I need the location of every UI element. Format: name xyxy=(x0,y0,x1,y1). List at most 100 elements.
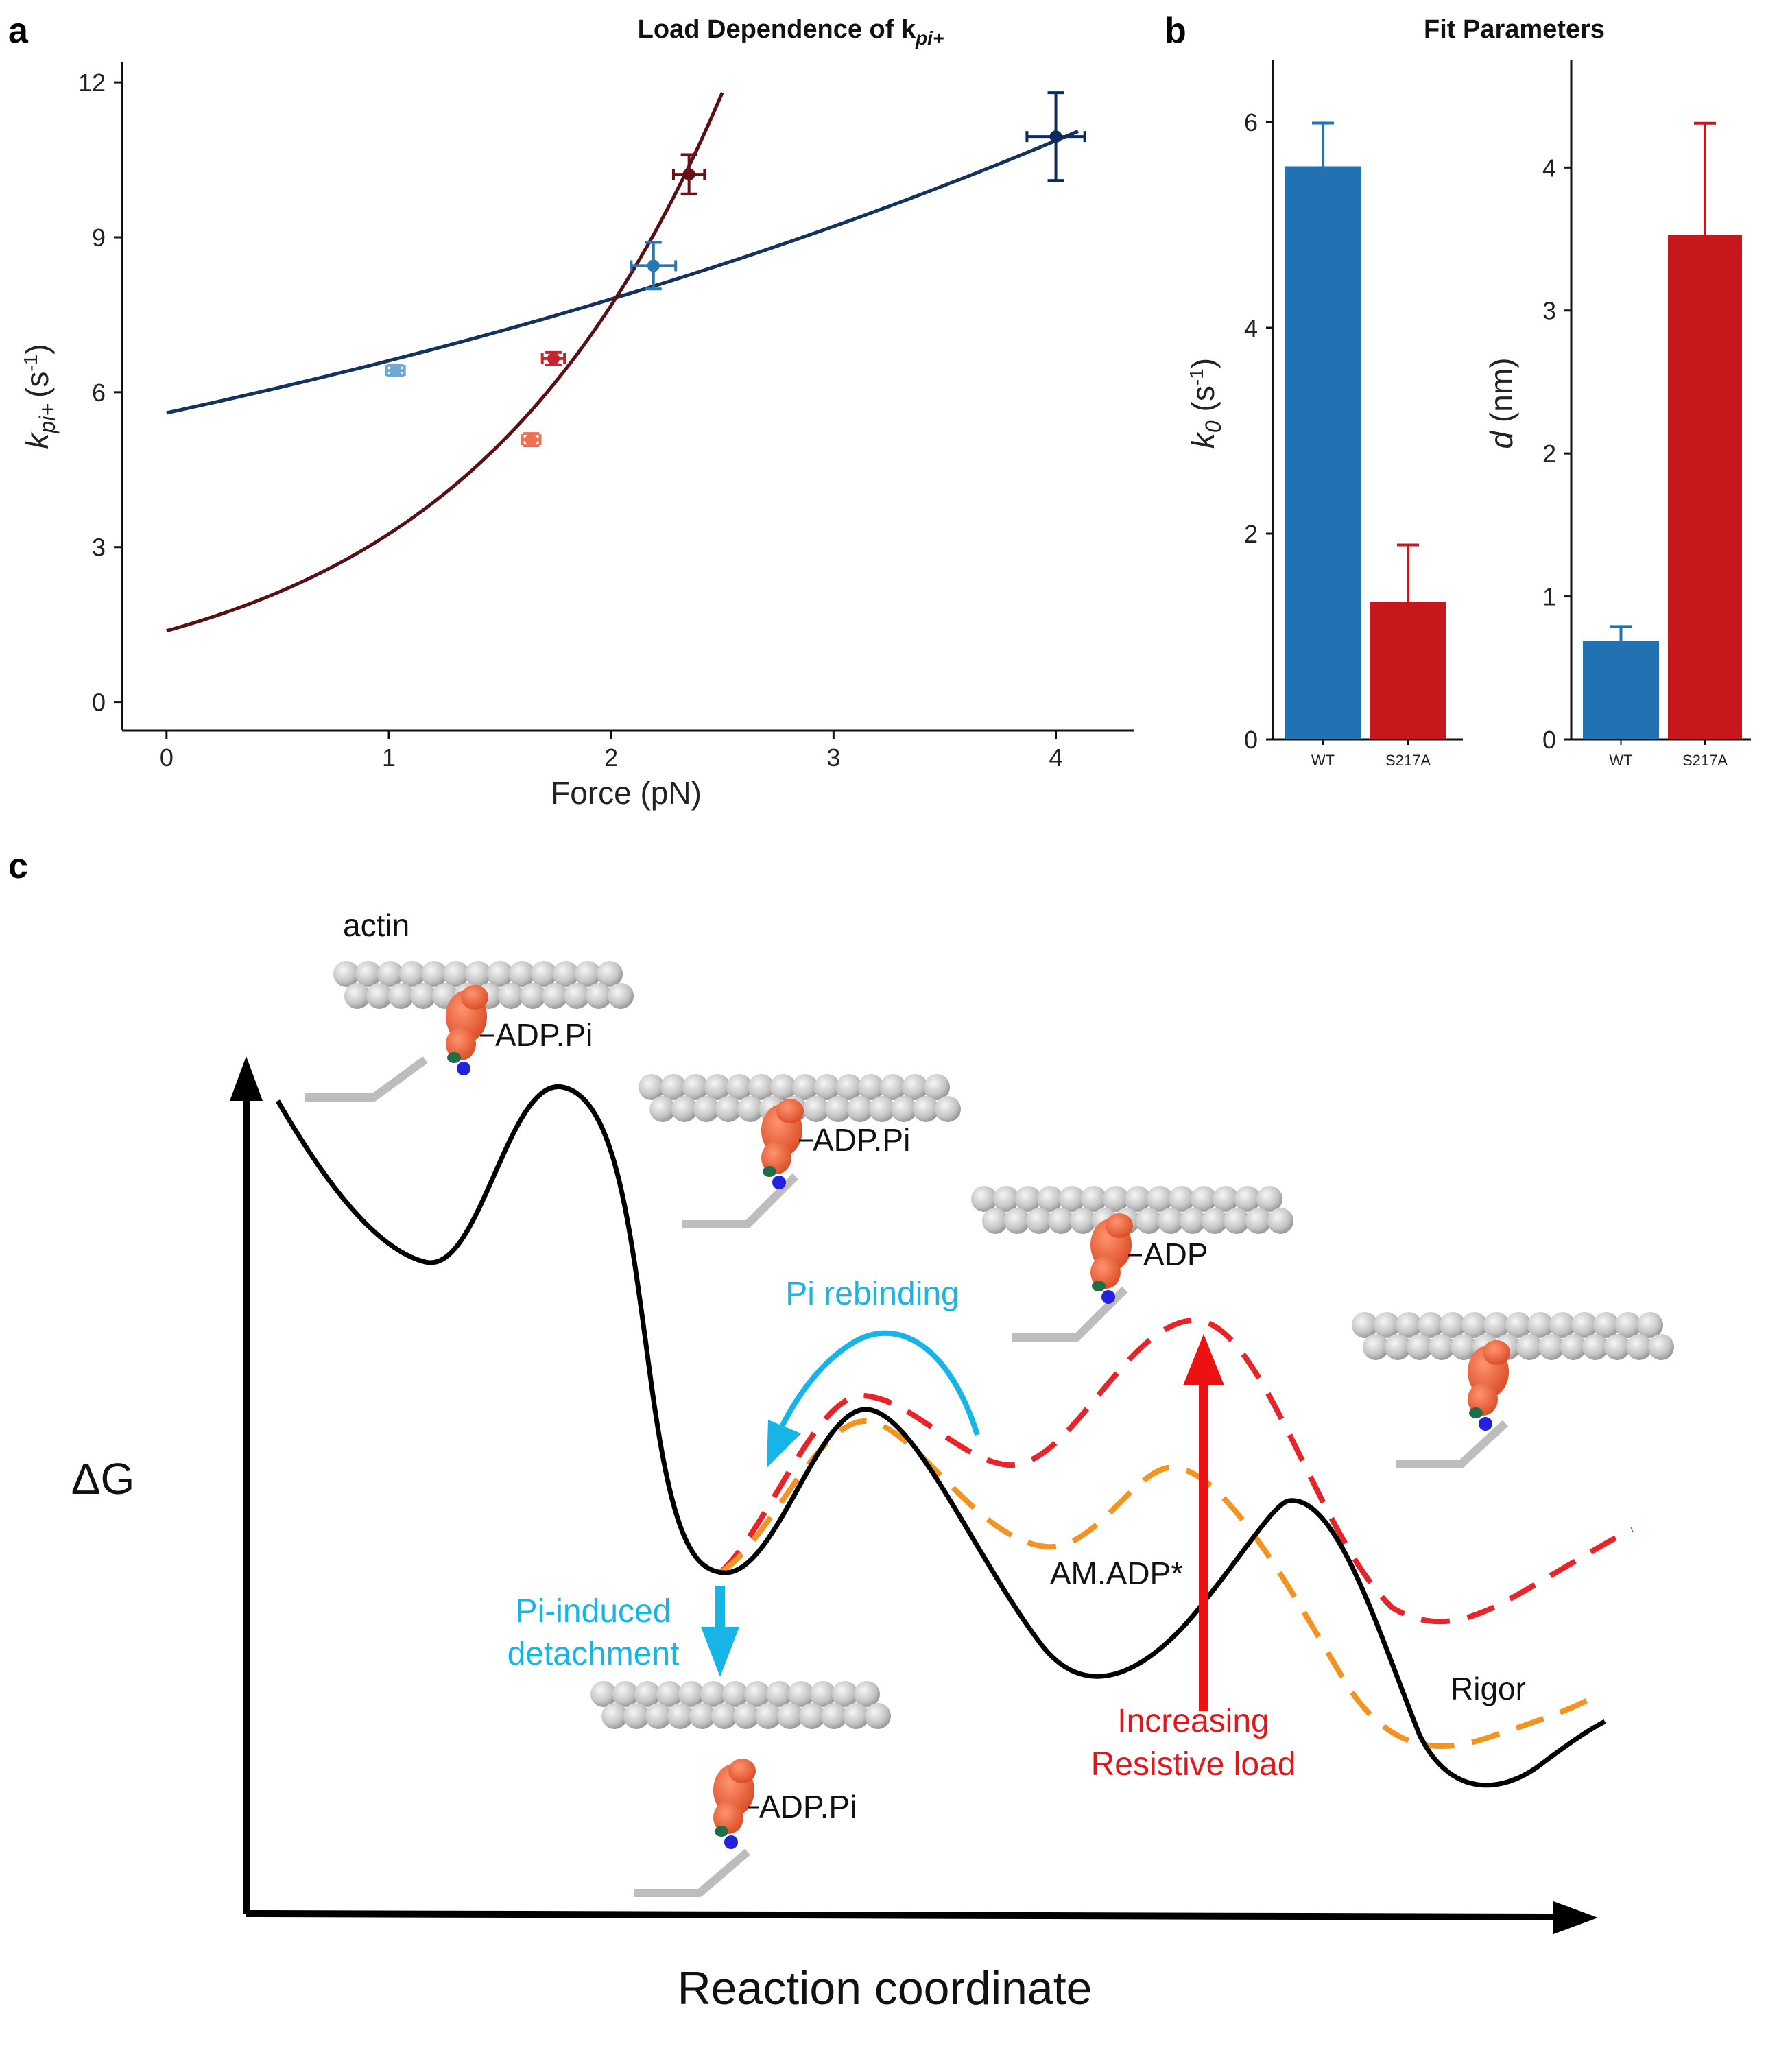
increasing-load-curve-high xyxy=(718,1317,1634,1625)
light-chain xyxy=(763,1166,776,1177)
adp-pi-label-3: ADP.Pi xyxy=(759,1789,857,1824)
chart-a-point-3 xyxy=(525,433,538,446)
chart-b-d-subplot: 0 1 2 3 4 WT S217A xyxy=(1542,60,1751,769)
chart-a-y-tick-label: 3 xyxy=(92,534,106,562)
actin-bead xyxy=(858,1074,884,1100)
actin-bead xyxy=(1213,1186,1239,1212)
actin-bead xyxy=(542,983,568,1009)
actin-bead xyxy=(843,1703,869,1729)
lever-arm xyxy=(305,1056,428,1102)
chart-a-fit-line-0 xyxy=(166,130,1079,415)
actin-bead xyxy=(993,1186,1019,1212)
actin-bead xyxy=(836,1074,862,1100)
actomyosin-illustration-adp xyxy=(971,1186,1293,1342)
actin-bead xyxy=(1648,1334,1674,1360)
am-adp-label: AM.ADP* xyxy=(1050,1556,1183,1591)
actin-bead xyxy=(553,961,579,987)
actin-bead xyxy=(1549,1312,1575,1338)
actin-bead xyxy=(1440,1312,1466,1338)
actin-bead xyxy=(1015,1186,1041,1212)
myosin-head xyxy=(728,1759,756,1783)
actomyosin-illustration-prepowerstroke xyxy=(305,961,634,1102)
actin-bead xyxy=(586,983,612,1009)
actin-bead xyxy=(715,1096,741,1122)
actin-bead xyxy=(766,1681,792,1707)
actin-bead xyxy=(722,1681,748,1707)
actin-bead xyxy=(832,1681,858,1707)
actin-bead xyxy=(645,1703,671,1729)
actin-bead xyxy=(799,1703,825,1729)
actin-bead xyxy=(1004,1208,1030,1234)
actin-bead xyxy=(410,983,436,1009)
actin-bead xyxy=(1224,1208,1250,1234)
actin-bead xyxy=(1059,1186,1085,1212)
chart-b-category-label-0-1: S217A xyxy=(1385,752,1431,769)
actin-bead xyxy=(891,1096,917,1122)
chart-a-x-tick-label: 2 xyxy=(604,743,618,772)
chart-a-point-1 xyxy=(647,259,660,272)
chart-b-y-tick-label-1: 1 xyxy=(1542,583,1556,611)
actin-bead xyxy=(792,1074,818,1100)
lever-arm xyxy=(1396,1420,1509,1468)
chart-b-category-label-1-0: WT xyxy=(1609,752,1632,769)
actomyosin-illustration-detached xyxy=(590,1681,891,1897)
light-chain xyxy=(1092,1281,1106,1291)
actin-bead xyxy=(913,1096,939,1122)
actin-bead xyxy=(1037,1186,1063,1212)
actin-bead xyxy=(982,1208,1008,1234)
chart-b-y-tick-label-1: 0 xyxy=(1542,726,1556,754)
actin-bead xyxy=(803,1096,829,1122)
actin-bead xyxy=(737,1096,763,1122)
actin-bead xyxy=(399,961,425,987)
actin-bead xyxy=(689,1703,715,1729)
actin-bead xyxy=(1374,1312,1400,1338)
chart-b-k0-ylabel: k0 (s-1) xyxy=(1185,358,1226,449)
lever-arm xyxy=(1012,1286,1128,1342)
actin-bead xyxy=(1527,1312,1553,1338)
myosin-head xyxy=(761,1141,791,1174)
actin-bead xyxy=(733,1703,759,1729)
actin-bead xyxy=(443,961,469,987)
chart-b-y-tick-label-0: 4 xyxy=(1244,314,1258,342)
converter-domain xyxy=(772,1176,786,1189)
actin-bead xyxy=(564,983,590,1009)
actin-bead xyxy=(821,1703,847,1729)
chart-a-x-tick-label: 0 xyxy=(160,743,174,772)
actin-bead xyxy=(678,1681,704,1707)
chart-b-y-tick-label-0: 0 xyxy=(1244,726,1258,754)
actin-bead xyxy=(1169,1186,1195,1212)
converter-domain xyxy=(457,1062,470,1075)
actin-bead xyxy=(1407,1334,1433,1360)
actin-bead xyxy=(755,1703,781,1729)
myosin-head xyxy=(1468,1383,1498,1416)
actin-bead xyxy=(597,961,623,987)
rigor-label: Rigor xyxy=(1451,1671,1526,1706)
actin-bead xyxy=(1191,1186,1217,1212)
chart-a-y-tick-label: 9 xyxy=(92,224,106,252)
x-axis-arrow xyxy=(246,1910,1558,1920)
panel-label-b: b xyxy=(1165,11,1186,51)
actin-bead xyxy=(1637,1312,1663,1338)
chart-a-point-5 xyxy=(682,168,695,181)
panel-label-a: a xyxy=(8,11,29,51)
actin-bead xyxy=(1267,1208,1293,1234)
actin-bead xyxy=(825,1096,851,1122)
actin-bead xyxy=(1363,1334,1389,1360)
energy-landscape-curve xyxy=(275,1084,1606,1788)
chart-b-d-ylabel: d (nm) xyxy=(1483,358,1519,449)
actin-bead xyxy=(1451,1334,1477,1360)
chart-b-bar-1-1 xyxy=(1668,235,1742,739)
actin-bead xyxy=(1202,1208,1228,1234)
pi-detachment-arrowhead xyxy=(701,1627,739,1677)
myosin-head xyxy=(461,985,488,1010)
light-chain xyxy=(715,1826,728,1837)
myosin-head xyxy=(776,1099,804,1123)
actin-bead xyxy=(1483,1312,1510,1338)
chart-a-y-tick-label: 0 xyxy=(92,689,106,717)
actin-bead xyxy=(1418,1312,1444,1338)
chart-b-y-tick-label-1: 3 xyxy=(1542,297,1556,325)
actin-bead xyxy=(1081,1186,1107,1212)
chart-b-y-tick-label-1: 4 xyxy=(1542,154,1556,182)
actin-bead xyxy=(498,983,524,1009)
actin-bead xyxy=(1385,1334,1411,1360)
